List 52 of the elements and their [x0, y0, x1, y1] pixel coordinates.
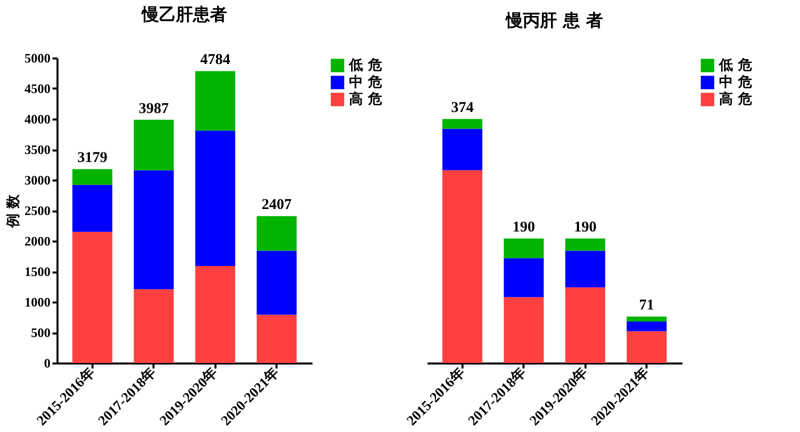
- y-tick-label: 2000: [24, 234, 50, 248]
- total-label: 3179: [77, 150, 108, 166]
- bar: [565, 250, 606, 288]
- bar: [134, 120, 174, 170]
- bar: [256, 250, 297, 315]
- annotation: 71: [639, 298, 654, 314]
- y-tick-label: 3000: [24, 172, 50, 188]
- y-tick-label: 2500: [24, 203, 50, 218]
- legend-label: 高 危: [719, 90, 752, 108]
- bar: [626, 331, 667, 363]
- bar: [72, 184, 112, 232]
- bar: [256, 216, 297, 251]
- bar: [504, 297, 544, 363]
- annotation: 374: [451, 100, 474, 116]
- bar: [195, 71, 236, 131]
- y-tick-label: 1500: [24, 264, 50, 279]
- y-tick-label: 5000: [24, 50, 50, 66]
- chart-title: 慢丙肝 患 者: [505, 11, 603, 31]
- bar: [72, 169, 112, 185]
- y-tick-label: 3500: [24, 142, 50, 157]
- bar: [195, 266, 236, 363]
- annotation: 190: [512, 220, 536, 236]
- y-axis-title: 例 数: [6, 194, 22, 228]
- bar: [504, 238, 544, 258]
- chart-title: 慢乙肝患者: [141, 5, 227, 25]
- bar: [565, 238, 606, 251]
- bar: [442, 128, 482, 170]
- legend-label: 高 危: [349, 90, 382, 108]
- total-label: 3987: [138, 100, 170, 117]
- y-tick-label: 4500: [24, 81, 50, 96]
- bar: [626, 316, 667, 322]
- total-label: 2407: [262, 197, 292, 214]
- legend-label: 低 危: [348, 58, 382, 74]
- bar: [134, 289, 174, 363]
- total-label: 4784: [200, 52, 231, 68]
- y-tick-label: 500: [31, 325, 50, 340]
- annotation: 190: [574, 220, 596, 236]
- bar: [442, 119, 482, 129]
- bar: [504, 258, 544, 298]
- y-tick-label: 4000: [24, 112, 50, 126]
- bar: [565, 287, 606, 363]
- bar: [442, 170, 482, 363]
- legend-label: 中 危: [719, 74, 752, 90]
- bar: [256, 314, 297, 363]
- y-tick-label: 1000: [24, 294, 50, 310]
- bar: [134, 170, 174, 290]
- legend-label: 中 危: [349, 74, 382, 90]
- bar: [72, 232, 112, 363]
- bar: [626, 322, 667, 332]
- y-tick-label: 0: [44, 356, 50, 370]
- legend-label: 低 危: [718, 58, 752, 74]
- bar: [195, 130, 236, 266]
